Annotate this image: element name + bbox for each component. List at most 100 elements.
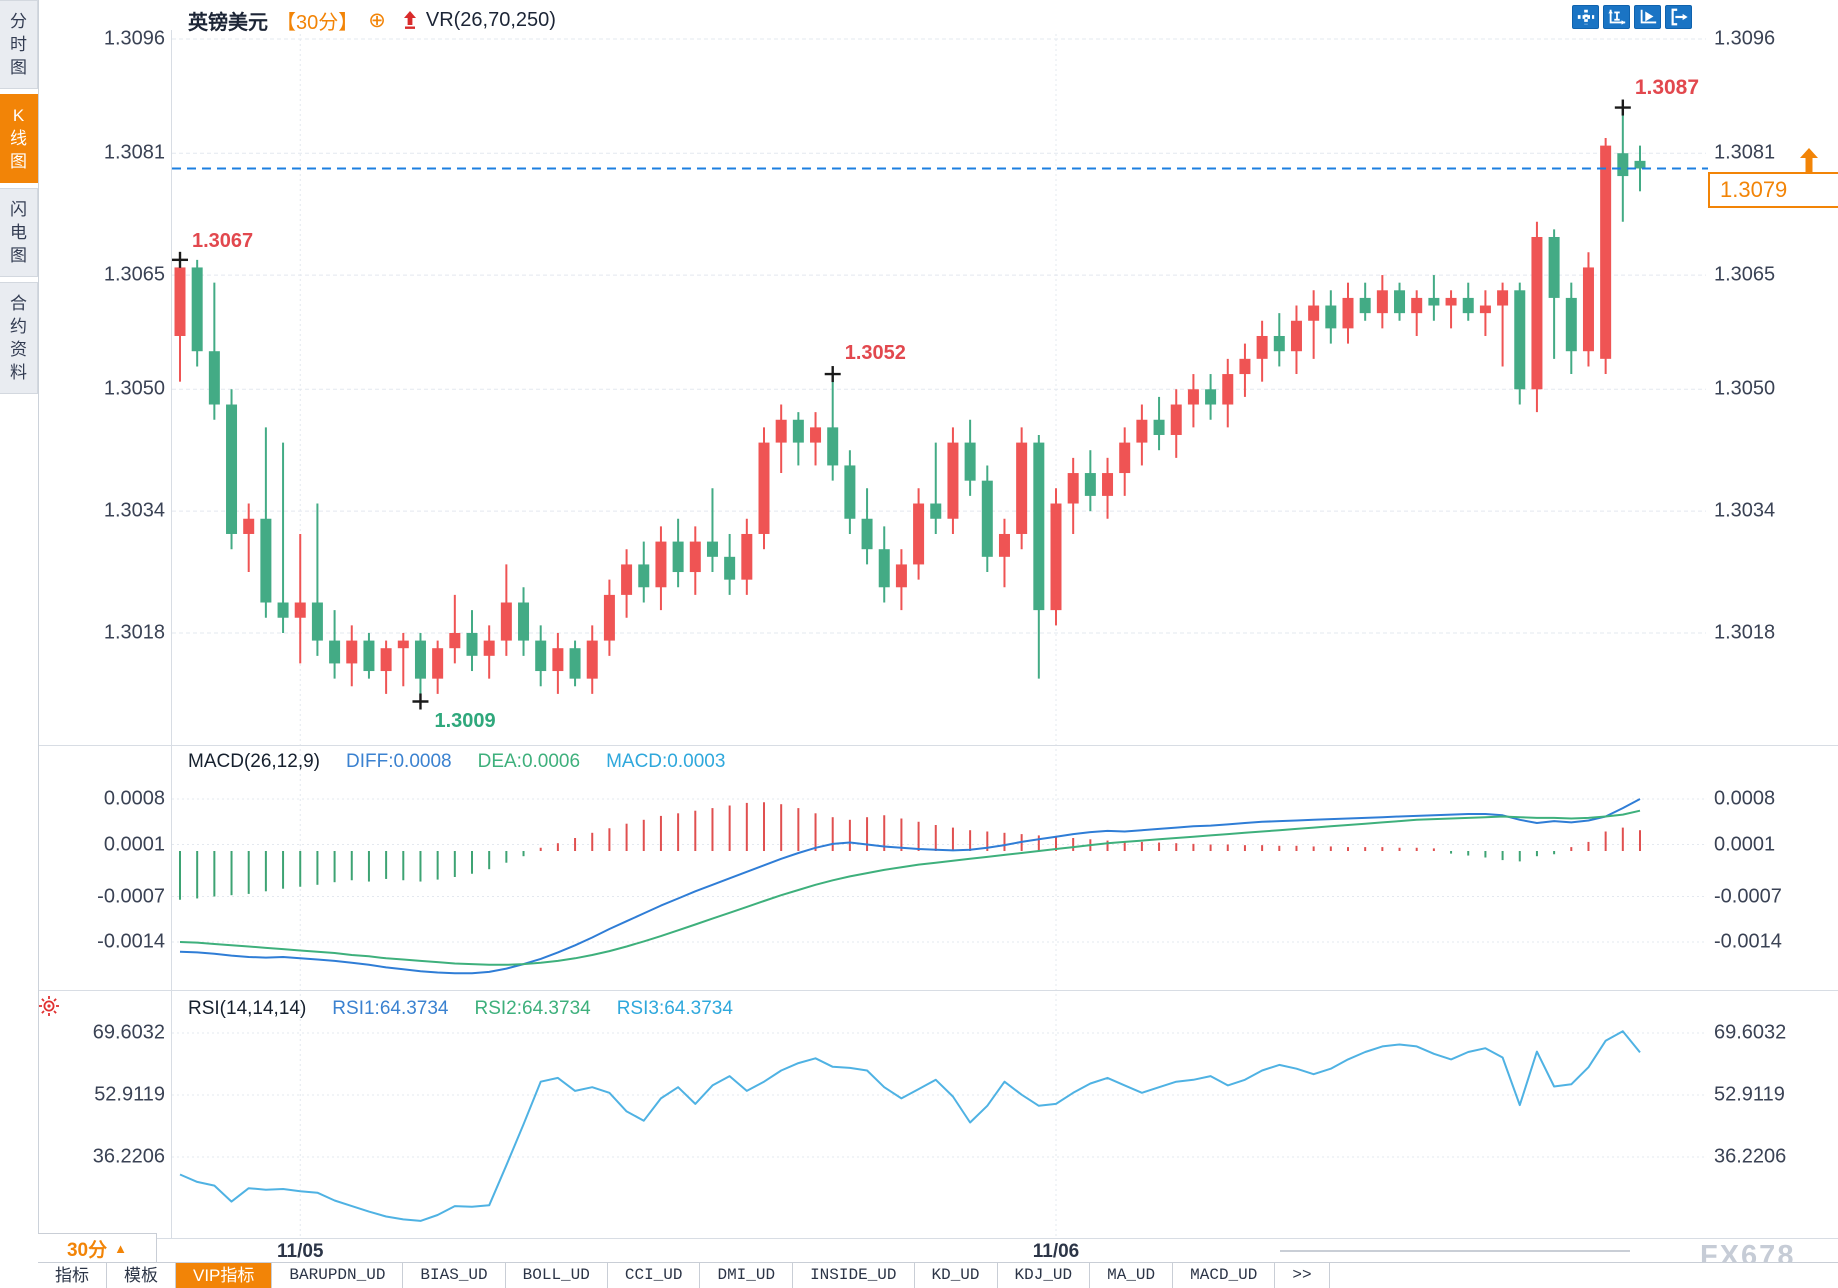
price-up-arrow-icon [1796,148,1822,177]
candle-body [603,594,615,641]
candle-body [1153,419,1165,435]
indicator-tab[interactable]: >> [1275,1263,1330,1288]
pan-crosshair-icon[interactable] [1572,5,1599,29]
candle-body [569,648,581,679]
gridlines-layer [172,34,1706,1238]
candle-body [1514,290,1526,390]
extreme-markers-layer [172,99,1631,710]
indicator-tab[interactable]: BARUPDN_UD [272,1263,404,1288]
caret-up-icon: ▲ [114,1240,127,1256]
macd-header: MACD(26,12,9) DIFF:0.0008 DEA:0.0006 MAC… [188,751,725,773]
indicator-tab[interactable]: BIAS_UD [403,1263,506,1288]
candle-body [483,640,495,656]
indicator-tab[interactable]: BOLL_UD [506,1263,608,1288]
candle-body [1394,290,1406,314]
candle-body [432,648,444,679]
candle-body [621,564,633,595]
candle-body [311,602,323,641]
indicator-tab[interactable]: 模板 [107,1263,176,1288]
candle-body [861,518,873,550]
candle-body [1548,236,1560,298]
candle-body [586,640,598,679]
date-label: 11/05 [276,1241,324,1262]
candle-body [810,427,822,443]
candle-body [689,541,701,573]
candle-body [294,602,306,618]
rsi-line [179,1030,1641,1222]
indicator-tab[interactable]: DMI_UD [700,1263,794,1288]
macd-axis-label: 0.0001 [1714,833,1776,856]
candle-body [1050,503,1062,611]
axis-scale-icon[interactable] [1603,5,1630,29]
rsi-axis-label: 69.6032 [92,1021,165,1044]
macd-axis-label: -0.0014 [97,930,165,953]
candle-body [1411,297,1423,314]
macd-dea-line [179,809,1641,966]
candle-body [174,267,186,336]
indicator-tab[interactable]: CCI_UD [608,1263,701,1288]
period-tag[interactable]: 【30分】 [276,12,359,34]
candle-body [844,465,856,519]
period-selector[interactable]: 30分 ▲ [38,1233,157,1262]
rsi2-value: RSI2:64.3734 [474,998,591,1019]
macd-axis-label: 0.0008 [103,787,165,810]
candle-body [1342,297,1354,329]
indicator-tab[interactable]: MA_UD [1090,1263,1174,1288]
candle-body [1102,473,1114,496]
candle-body [380,648,392,672]
candle-body [1084,473,1096,496]
indicator-tab[interactable]: VIP指标 [176,1263,273,1288]
indicator-tab[interactable]: KD_UD [915,1263,998,1288]
candle-body [1067,473,1079,504]
macd-axis-label: 0.0008 [1714,787,1776,810]
candle-body [191,267,203,352]
candle-body [947,442,959,519]
indicator-tab[interactable]: MACD_UD [1173,1263,1276,1288]
candle-body [792,419,804,443]
candle-body [827,427,839,466]
price-axis-label: 1.3050 [1714,377,1776,400]
auto-follow-icon[interactable] [1634,5,1661,29]
sidebar-tab[interactable]: 分时图 [0,0,38,89]
macd-axis-label: -0.0014 [1714,930,1782,953]
indicator-tab[interactable]: 指标 [38,1263,107,1288]
price-axis-label: 1.3034 [103,499,165,522]
candle-body [1479,305,1491,314]
candle-body [1462,297,1474,314]
candle-body [1170,404,1182,435]
indicator-settings-icon[interactable] [38,995,60,1022]
candle-body [758,442,770,534]
sidebar-tab[interactable]: 合约资料 [0,282,38,394]
candle-body [638,564,650,588]
candle-body [552,648,564,672]
price-axis-label: 1.3018 [103,621,165,644]
rsi1-value: RSI1:64.3734 [332,998,449,1019]
rsi-axis-label: 52.9119 [94,1083,165,1106]
price-axis-label: 1.3065 [103,263,165,286]
collapse-right-icon[interactable] [1665,5,1692,29]
candle-body [1136,419,1148,443]
current-price-value: 1.3079 [1720,177,1788,202]
candle-body [1531,236,1543,390]
rsi3-value: RSI3:64.3734 [616,998,733,1019]
price-axis-label: 1.3081 [1714,141,1776,164]
candle-body [1187,389,1199,405]
macd-diff-value: DIFF:0.0008 [346,751,452,772]
add-indicator-icon[interactable]: ⊕ [368,8,386,32]
price-axis-label: 1.3050 [103,377,165,400]
up-arrow-icon [402,11,418,30]
period-label: 30分 [66,1239,108,1261]
chart-title-row: 英镑美元 【30分】 ⊕ VR(26,70,250) [188,6,556,35]
candle-body [741,533,753,580]
sidebar-tab[interactable]: 闪电图 [0,188,38,277]
macd-layer [179,798,1641,975]
horizontal-scrollbar[interactable] [1280,1250,1630,1252]
indicator-tab[interactable]: KDJ_UD [998,1263,1091,1288]
price-axis-label: 1.3081 [103,141,165,164]
indicator-tab[interactable]: INSIDE_UD [793,1263,915,1288]
price-axis-label: 1.3065 [1714,263,1776,286]
overlay-indicator-label: VR(26,70,250) [425,9,556,31]
candle-body [449,632,461,649]
